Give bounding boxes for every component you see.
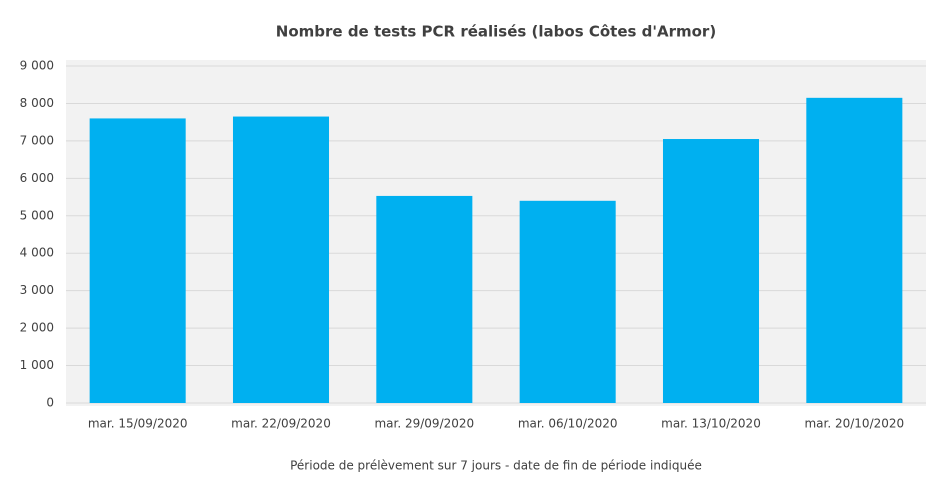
y-tick-label: 1 000 — [20, 358, 54, 372]
chart-title: Nombre de tests PCR réalisés (labos Côte… — [276, 23, 716, 41]
bar — [519, 200, 616, 403]
bar — [662, 139, 760, 403]
x-axis-label: Période de prélèvement sur 7 jours - dat… — [290, 459, 702, 473]
bar — [89, 118, 186, 403]
y-tick-label: 6 000 — [20, 171, 54, 185]
y-tick-label: 5 000 — [20, 208, 54, 222]
plot-area — [66, 60, 926, 406]
y-tick-label: 7 000 — [20, 133, 54, 147]
y-tick-label: 8 000 — [20, 96, 54, 110]
x-tick-label: mar. 22/09/2020 — [231, 417, 331, 431]
bar — [376, 195, 473, 403]
y-tick-label: 2 000 — [20, 321, 54, 335]
y-tick-label: 0 — [46, 396, 54, 410]
x-tick-label: mar. 20/10/2020 — [804, 417, 904, 431]
y-tick-label: 4 000 — [20, 246, 54, 260]
x-tick-label: mar. 06/10/2020 — [518, 417, 618, 431]
y-tick-label: 3 000 — [20, 283, 54, 297]
bar — [232, 116, 330, 404]
y-tick-label: 9 000 — [20, 59, 54, 73]
x-tick-label: mar. 15/09/2020 — [88, 417, 188, 431]
bar — [806, 97, 903, 404]
x-tick-label: mar. 13/10/2020 — [661, 417, 761, 431]
x-tick-label: mar. 29/09/2020 — [374, 417, 474, 431]
